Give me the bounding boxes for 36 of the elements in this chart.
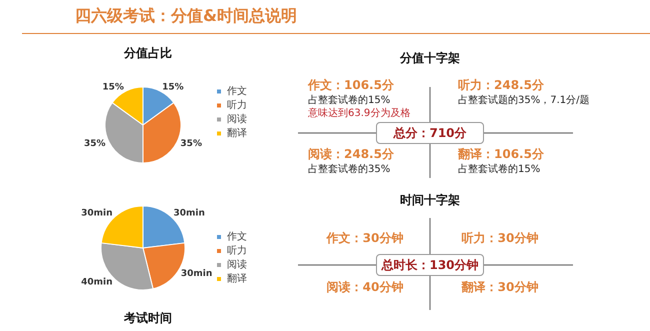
text: 总分：710分: [376, 122, 484, 144]
text: 考试时间: [123, 311, 172, 325]
legend-label: 翻译: [227, 127, 247, 139]
text: 意味达到63.9分为及格: [308, 107, 410, 120]
chart-title: 分值占比: [123, 46, 172, 60]
text: 四六级考试：分值&时间总说明: [75, 6, 297, 27]
text: 听力：30分钟: [460, 230, 540, 247]
text: 占整套试卷的15%: [458, 163, 542, 176]
text: 翻译：106.5分: [458, 146, 544, 163]
data-label: 15%: [102, 82, 124, 93]
legend-label: 翻译: [227, 272, 247, 284]
data-label: 30min: [174, 208, 205, 219]
text: 作文：106.5分: [308, 77, 395, 94]
data-label: 30min: [81, 208, 112, 219]
data-label: 35%: [84, 139, 106, 150]
text: 作文：30分钟: [325, 230, 404, 247]
text: 阅读：248.5分: [308, 146, 394, 163]
legend-label: 听力: [227, 99, 247, 111]
text: 分值十字架: [398, 50, 461, 67]
data-label: 30min: [180, 269, 212, 280]
text: 总时长：130分钟: [376, 254, 484, 276]
text: 时间十字架: [399, 192, 461, 209]
legend-label: 阅读: [227, 113, 247, 125]
text: 听力：248.5分: [458, 77, 545, 94]
text: 占整套试卷的15%: [308, 94, 392, 107]
legend-label: 听力: [227, 244, 247, 256]
text: 占整套试卷的35%: [308, 163, 392, 176]
data-label: 40min: [81, 277, 112, 288]
text: 翻译：30分钟: [460, 279, 540, 296]
data-label: 35%: [180, 139, 202, 150]
text: 阅读：40分钟: [326, 279, 404, 296]
data-label: 15%: [162, 82, 184, 93]
legend-label: 作文: [226, 230, 247, 242]
legend-label: 作文: [226, 85, 247, 97]
text: 占整套试题的35%，7.1分/题: [458, 94, 590, 107]
legend-label: 阅读: [227, 258, 247, 270]
